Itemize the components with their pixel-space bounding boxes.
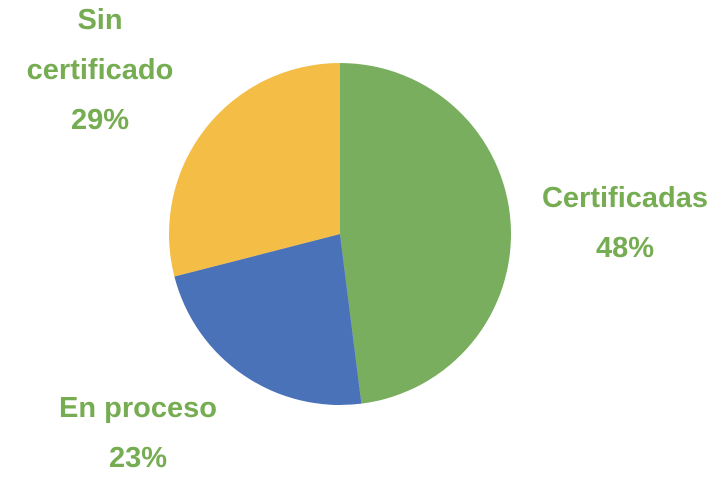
value-label: 23% bbox=[108, 442, 168, 474]
pie bbox=[169, 63, 512, 405]
value-label: 29% bbox=[70, 104, 130, 136]
category-label: Certificadas bbox=[541, 182, 708, 214]
pie-slice bbox=[340, 63, 512, 404]
pie-slice bbox=[169, 63, 340, 277]
slice-label: Certificadas 48% bbox=[525, 173, 723, 273]
category-label: En proceso bbox=[59, 392, 217, 424]
slice-label: Sin certificado 29% bbox=[5, 0, 195, 145]
value-label: 48% bbox=[595, 232, 655, 264]
pie-slice bbox=[174, 234, 362, 405]
slice-label: En proceso 23% bbox=[28, 383, 248, 483]
category-label: Sin certificado bbox=[26, 4, 174, 86]
chart: Certificadas 48% En proceso 23% Sin certific… bbox=[5, 0, 723, 474]
